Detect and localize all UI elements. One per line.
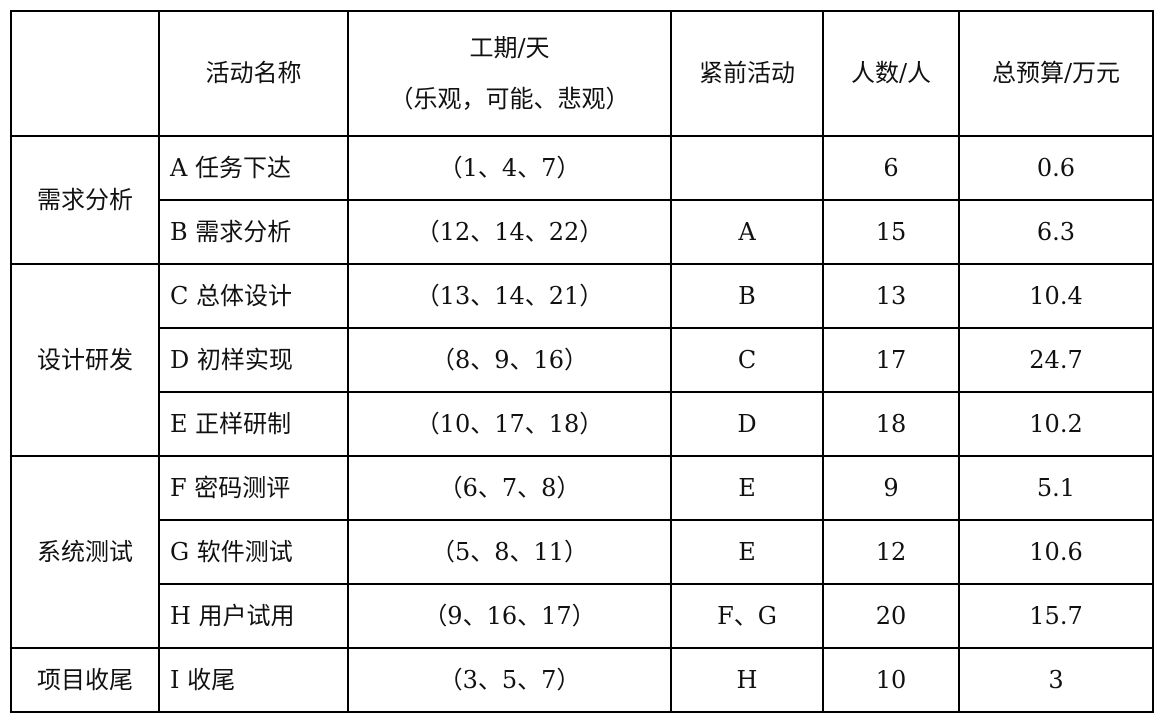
header-duration: 工期/天 （乐观，可能、悲观） (347, 10, 672, 137)
activity-name: I 收尾 (158, 647, 349, 713)
activity-name: H 用户试用 (158, 583, 349, 649)
header-people: 人数/人 (822, 10, 960, 137)
people: 6 (822, 135, 960, 201)
activity-name: E 正样研制 (158, 391, 349, 457)
table-row: 项目收尾 I 收尾 （3、5、7） H 10 3 (10, 647, 1154, 713)
duration: （9、16、17） (347, 583, 672, 649)
table-row: 需求分析 A 任务下达 （1、4、7） 6 0.6 (10, 135, 1154, 265)
activity-name: B 需求分析 (158, 199, 349, 265)
phase-cell: 设计研发 (10, 263, 160, 457)
duration: （5、8、11） (347, 519, 672, 585)
people: 13 (822, 263, 960, 329)
people: 18 (822, 391, 960, 457)
people: 17 (822, 327, 960, 393)
predecessor (670, 135, 824, 201)
people: 9 (822, 455, 960, 521)
header-budget: 总预算/万元 (958, 10, 1154, 137)
duration: （10、17、18） (347, 391, 672, 457)
activity-name: F 密码测评 (158, 455, 349, 521)
header-duration-title: 工期/天 (469, 33, 550, 62)
table-row: 系统测试 F 密码测评 （6、7、8） E 9 5.1 (10, 455, 1154, 649)
budget: 3 (958, 647, 1154, 713)
people: 12 (822, 519, 960, 585)
predecessor: B (670, 263, 824, 329)
header-row: 活动名称 工期/天 （乐观，可能、悲观） 紧前活动 人数/人 总预算/万元 (10, 10, 1154, 137)
budget: 24.7 (958, 327, 1154, 393)
header-name: 活动名称 (158, 10, 349, 137)
budget: 5.1 (958, 455, 1154, 521)
predecessor: F、G (670, 583, 824, 649)
activity-name: C 总体设计 (158, 263, 349, 329)
table-row: G 软件测试 （5、8、11） E 12 10.6 (11, 519, 1154, 585)
activity-name: G 软件测试 (158, 519, 349, 585)
activity-table: 活动名称 工期/天 （乐观，可能、悲观） 紧前活动 人数/人 总预算/万元 需求分… (10, 10, 1154, 713)
budget: 10.4 (958, 263, 1154, 329)
predecessor: A (670, 199, 824, 265)
table-row: B 需求分析 （12、14、22） A 15 6.3 (11, 199, 1154, 265)
duration: （8、9、16） (347, 327, 672, 393)
duration: （13、14、21） (347, 263, 672, 329)
duration: （1、4、7） (347, 135, 672, 201)
budget: 10.2 (958, 391, 1154, 457)
header-duration-sub: （乐观，可能、悲观） (389, 84, 630, 113)
table-row: 设计研发 C 总体设计 （13、14、21） B 13 10.4 (10, 263, 1154, 457)
phase-cell: 项目收尾 (10, 647, 160, 713)
predecessor: E (670, 455, 824, 521)
budget: 10.6 (958, 519, 1154, 585)
duration: （12、14、22） (347, 199, 672, 265)
people: 10 (822, 647, 960, 713)
duration: （3、5、7） (347, 647, 672, 713)
budget: 15.7 (958, 583, 1154, 649)
people: 20 (822, 583, 960, 649)
predecessor: C (670, 327, 824, 393)
budget: 0.6 (958, 135, 1154, 201)
people: 15 (822, 199, 960, 265)
duration: （6、7、8） (347, 455, 672, 521)
header-predecessor: 紧前活动 (670, 10, 824, 137)
phase-cell: 需求分析 (10, 135, 160, 265)
predecessor: D (670, 391, 824, 457)
table-row: H 用户试用 （9、16、17） F、G 20 15.7 (11, 583, 1154, 649)
header-phase (10, 10, 160, 137)
predecessor: E (670, 519, 824, 585)
activity-name: A 任务下达 (158, 135, 349, 201)
table-row: E 正样研制 （10、17、18） D 18 10.2 (11, 391, 1154, 457)
phase-cell: 系统测试 (10, 455, 160, 649)
budget: 6.3 (958, 199, 1154, 265)
predecessor: H (670, 647, 824, 713)
table-row: D 初样实现 （8、9、16） C 17 24.7 (11, 327, 1154, 393)
activity-name: D 初样实现 (158, 327, 349, 393)
